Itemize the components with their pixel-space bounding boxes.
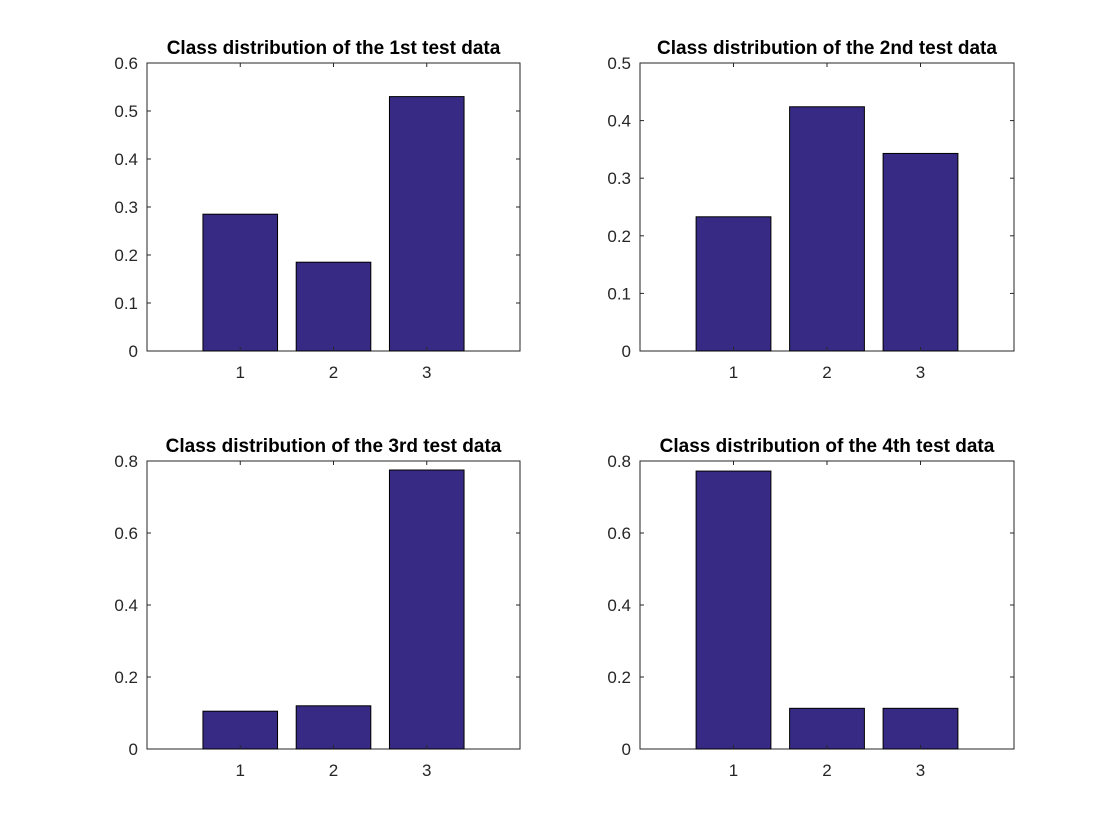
x-tick-label: 2: [822, 363, 831, 382]
y-tick-label: 0.3: [114, 198, 138, 217]
x-tick-label: 2: [329, 363, 338, 382]
chart-title: Class distribution of the 1st test data: [167, 38, 501, 59]
y-tick-label: 0: [622, 342, 631, 361]
bar-3: [882, 152, 959, 352]
x-tick-label: 1: [236, 761, 245, 780]
y-tick-label: 0.2: [114, 246, 138, 265]
y-tick-label: 0.1: [114, 294, 138, 313]
bar-3: [388, 469, 465, 750]
y-tick-label: 0.6: [114, 54, 138, 73]
y-tick-label: 0.4: [607, 112, 631, 131]
subplot-2: Class distribution of the 2nd test data 0…: [607, 38, 1015, 382]
y-tick-label: 0.4: [114, 596, 138, 615]
y-tick-label: 0.2: [607, 668, 631, 687]
x-tick-label: 1: [236, 363, 245, 382]
bar-1: [202, 710, 279, 750]
y-tick-label: 0.3: [607, 169, 631, 188]
bar-3: [388, 96, 465, 352]
bar-2: [789, 707, 865, 750]
x-tick-label: 2: [822, 761, 831, 780]
y-tick-label: 0: [622, 740, 631, 759]
subplot-4: Class distribution of the 4th test data 0…: [607, 436, 1015, 780]
chart-title: Class distribution of the 4th test data: [660, 436, 995, 457]
y-tick-label: 0.4: [607, 596, 631, 615]
y-tick-label: 0.6: [607, 524, 631, 543]
y-tick-label: 0: [129, 342, 138, 361]
bar-2: [789, 106, 865, 352]
bar-2: [295, 261, 372, 352]
y-tick-label: 0.6: [114, 524, 138, 543]
y-tick-label: 0: [129, 740, 138, 759]
x-tick-label: 1: [729, 363, 738, 382]
x-tick-label: 3: [422, 761, 431, 780]
x-tick-label: 3: [422, 363, 431, 382]
y-tick-label: 0.8: [114, 452, 138, 471]
bar-1: [695, 216, 772, 352]
y-tick-label: 0.5: [114, 102, 138, 121]
x-tick-label: 3: [916, 761, 925, 780]
x-tick-label: 1: [729, 761, 738, 780]
chart-title: Class distribution of the 3rd test data: [166, 436, 502, 457]
subplot-1: Class distribution of the 1st test data 0…: [114, 38, 521, 382]
bar-2: [295, 705, 372, 750]
bar-1: [202, 213, 279, 352]
bar-3: [882, 707, 959, 750]
y-tick-label: 0.2: [114, 668, 138, 687]
y-tick-label: 0.2: [607, 227, 631, 246]
y-tick-label: 0.1: [607, 284, 631, 303]
x-tick-label: 2: [329, 761, 338, 780]
x-tick-label: 3: [916, 363, 925, 382]
subplot-3: Class distribution of the 3rd test data 0…: [114, 436, 521, 780]
y-tick-label: 0.8: [607, 452, 631, 471]
chart-title: Class distribution of the 2nd test data: [657, 38, 997, 59]
y-tick-label: 0.4: [114, 150, 138, 169]
y-tick-label: 0.5: [607, 54, 631, 73]
bar-1: [695, 470, 772, 750]
